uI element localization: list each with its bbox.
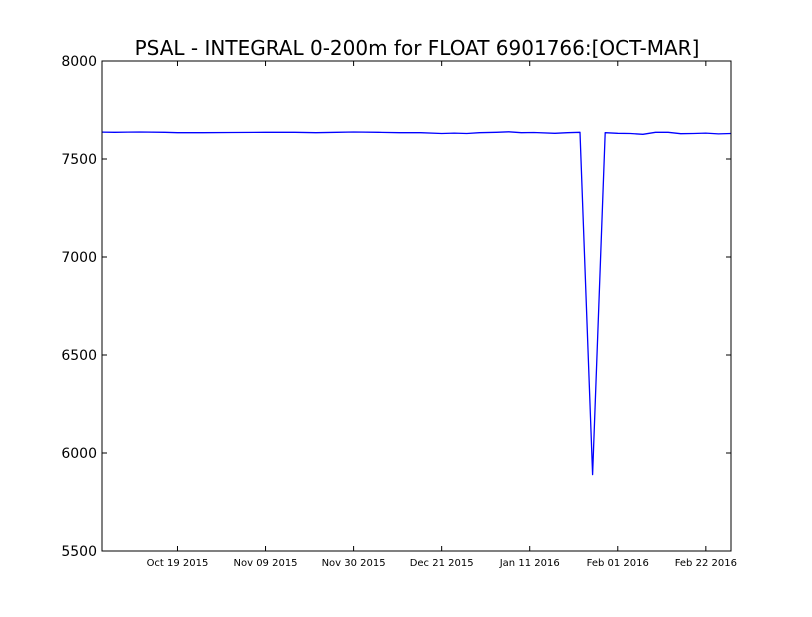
plot-area: 5500 6000 6500 7000 7500 8000 Oct 19 2015 Nov 0… bbox=[61, 54, 737, 569]
series-line-0 bbox=[101, 131, 732, 476]
x-tick-label: Jan 11 2016 bbox=[499, 558, 560, 569]
plot-frame bbox=[101, 60, 732, 552]
x-tick-label: Nov 09 2015 bbox=[234, 558, 298, 569]
x-tick-label: Feb 22 2016 bbox=[675, 558, 737, 569]
x-tick-label: Feb 01 2016 bbox=[587, 558, 649, 569]
y-tick-label: 7000 bbox=[61, 250, 97, 266]
x-tick-label: Nov 30 2015 bbox=[322, 558, 386, 569]
y-tick-label: 7500 bbox=[61, 152, 97, 168]
x-tick-label: Dec 21 2015 bbox=[410, 558, 474, 569]
y-tick-label: 5500 bbox=[61, 544, 97, 560]
x-tick-label: Oct 19 2015 bbox=[147, 558, 209, 569]
y-tick-label: 6000 bbox=[61, 446, 97, 462]
y-tick-label: 8000 bbox=[61, 54, 97, 70]
y-tick-label: 6500 bbox=[61, 348, 97, 364]
chart-title: PSAL - INTEGRAL 0-200m for FLOAT 6901766… bbox=[135, 36, 700, 60]
